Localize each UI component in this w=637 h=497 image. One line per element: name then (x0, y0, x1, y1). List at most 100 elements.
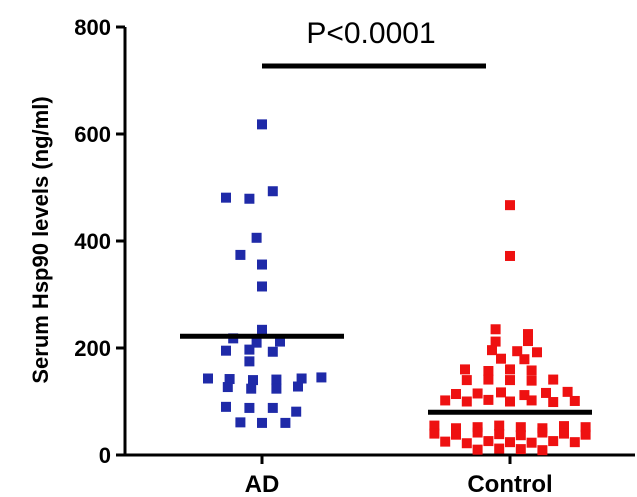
data-point (505, 364, 515, 375)
data-point (483, 436, 494, 447)
data-point (548, 436, 559, 447)
data-point (267, 346, 278, 357)
data-point (483, 374, 494, 385)
data-point (537, 427, 548, 438)
data-point (221, 401, 231, 412)
data-point (203, 373, 213, 384)
y-tick-label: 200 (74, 336, 111, 361)
axes-group: 0 200 400 600 800 AD Control (74, 15, 635, 497)
labels-group: Serum Hsp90 levels (ng/ml) P<0.0001 (28, 17, 436, 384)
data-point (562, 386, 573, 397)
data-point (523, 336, 533, 347)
data-point (291, 406, 302, 417)
data-point (519, 390, 530, 401)
data-point (548, 397, 559, 408)
data-point (515, 444, 526, 455)
data-point (515, 422, 526, 433)
data-point (271, 374, 282, 385)
data-point (296, 373, 307, 384)
data-point (461, 375, 472, 386)
data-point (460, 364, 470, 375)
data-point (505, 375, 515, 386)
data-point (537, 445, 548, 456)
data-point (526, 375, 537, 386)
data-point (496, 353, 506, 364)
data-point (440, 395, 451, 406)
data-point (515, 430, 526, 441)
data-point (244, 356, 255, 367)
data-point (275, 336, 285, 347)
x-tick-label: Control (467, 471, 552, 497)
data-point (559, 428, 569, 439)
data-point (251, 232, 262, 243)
data-point (257, 281, 267, 292)
data-point (429, 428, 440, 439)
data-point (541, 387, 551, 398)
data-point (451, 389, 461, 400)
data-point (580, 422, 591, 433)
data-point (257, 119, 267, 130)
data-point (483, 394, 494, 405)
data-point (267, 402, 278, 413)
data-point (293, 381, 303, 392)
data-point (451, 423, 461, 434)
data-point (548, 374, 559, 385)
data-point (505, 200, 515, 211)
data-point (235, 249, 246, 260)
x-tick-label: AD (245, 471, 280, 497)
data-point (224, 374, 235, 385)
data-point (472, 422, 483, 433)
data-point (271, 383, 282, 394)
y-tick-label: 0 (99, 443, 111, 468)
data-point (526, 437, 537, 448)
data-point (494, 443, 505, 454)
data-point (248, 375, 258, 386)
data-point (267, 186, 278, 197)
data-point (429, 420, 440, 431)
data-point (235, 417, 246, 428)
data-point (505, 396, 515, 407)
y-tick-label: 400 (74, 229, 111, 254)
data-point (461, 396, 472, 407)
data-point (246, 383, 257, 394)
data-point (257, 417, 267, 428)
marks-group (180, 63, 592, 456)
data-point (532, 347, 542, 358)
data-point (490, 324, 501, 335)
data-point (472, 427, 483, 438)
data-point (519, 354, 530, 365)
data-point (316, 372, 327, 383)
data-point (505, 437, 515, 448)
data-point (483, 366, 494, 377)
data-point (494, 420, 505, 431)
data-point (257, 324, 267, 335)
data-point (221, 192, 231, 203)
data-point (523, 329, 533, 340)
data-point (505, 250, 515, 261)
data-point (451, 429, 461, 440)
data-point (440, 436, 451, 447)
data-point (280, 417, 291, 428)
data-point (526, 365, 537, 376)
data-point (244, 344, 255, 355)
data-point (487, 345, 497, 356)
data-point (490, 336, 501, 347)
data-point (580, 429, 591, 440)
y-axis-label: Serum Hsp90 levels (ng/ml) (28, 96, 53, 383)
y-tick-label: 800 (74, 15, 111, 40)
data-point (257, 259, 267, 270)
data-point (494, 429, 505, 440)
y-tick-label: 600 (74, 122, 111, 147)
data-point (251, 337, 262, 348)
data-point (496, 387, 506, 398)
data-point (244, 402, 255, 413)
data-point (472, 388, 483, 399)
data-point (222, 382, 233, 393)
data-point (221, 345, 231, 356)
data-point (526, 395, 537, 406)
data-point (512, 346, 523, 357)
data-point (472, 444, 483, 455)
data-point (244, 193, 255, 204)
